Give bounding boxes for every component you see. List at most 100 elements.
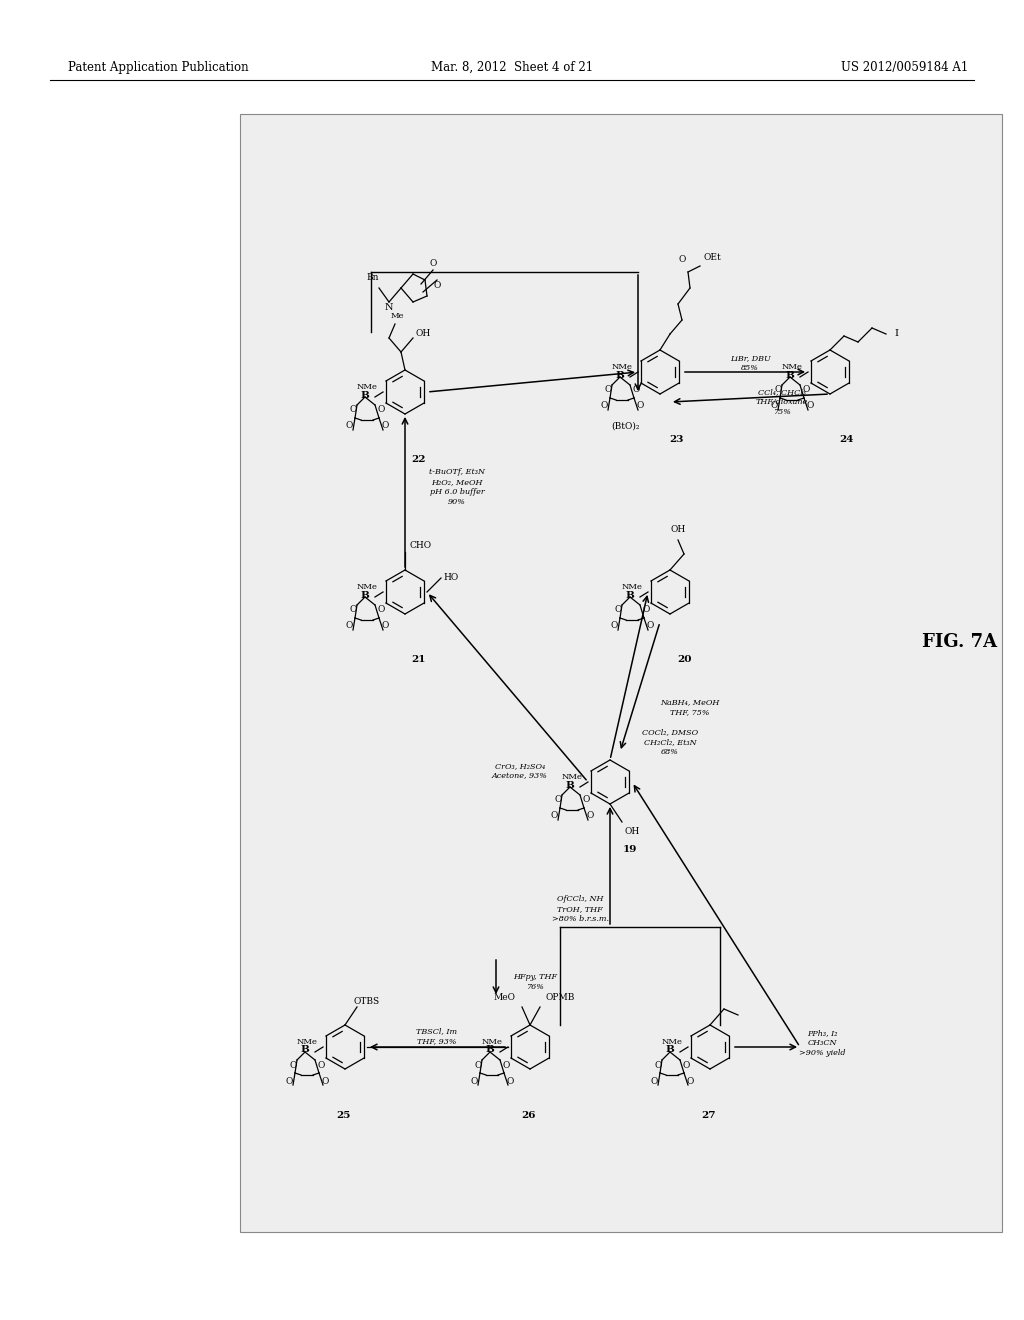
Text: O: O (349, 606, 356, 615)
Text: O: O (646, 622, 653, 631)
Text: (BtO)₂: (BtO)₂ (611, 421, 640, 430)
Text: B: B (615, 371, 625, 380)
Text: O: O (610, 622, 617, 631)
Text: B: B (785, 371, 795, 380)
Text: 22: 22 (412, 455, 426, 465)
Text: B: B (360, 590, 370, 599)
Text: O: O (550, 812, 558, 821)
Text: NMe: NMe (612, 363, 633, 371)
Text: 27: 27 (700, 1110, 715, 1119)
Text: O: O (503, 1060, 510, 1069)
Text: CH₃CN: CH₃CN (807, 1039, 837, 1047)
Text: NaBH₄, MeOH: NaBH₄, MeOH (660, 698, 720, 706)
Text: NMe: NMe (662, 1038, 683, 1045)
Text: OfCCl₃, NH: OfCCl₃, NH (557, 895, 603, 903)
Text: O: O (600, 401, 607, 411)
Text: >90% yield: >90% yield (799, 1049, 845, 1057)
Text: 75%: 75% (773, 408, 791, 416)
Text: NMe: NMe (782, 363, 803, 371)
Text: OEt: OEt (703, 253, 721, 263)
Text: 23: 23 (669, 436, 683, 445)
Text: FIG. 7A: FIG. 7A (923, 634, 997, 651)
Text: O: O (290, 1060, 297, 1069)
Text: O: O (614, 606, 622, 615)
Text: t-BuOTf, Et₃N: t-BuOTf, Et₃N (429, 469, 485, 477)
Text: OH: OH (625, 828, 640, 837)
Text: CCl₄, CHCl₃: CCl₄, CHCl₃ (758, 388, 806, 396)
Text: O: O (345, 421, 352, 430)
Text: O: O (317, 1060, 325, 1069)
Text: HO: HO (443, 573, 459, 582)
Text: N: N (385, 302, 393, 312)
Text: O: O (803, 385, 810, 395)
Text: THF, 93%: THF, 93% (417, 1038, 457, 1045)
Text: 24: 24 (839, 436, 853, 445)
Text: Me: Me (390, 312, 403, 319)
Text: B: B (360, 391, 370, 400)
Text: OH: OH (416, 330, 431, 338)
Text: O: O (654, 1060, 662, 1069)
Text: 25: 25 (336, 1110, 350, 1119)
Text: NMe: NMe (357, 583, 378, 591)
Text: O: O (433, 281, 440, 290)
Text: LiBr, DBU: LiBr, DBU (730, 354, 770, 362)
Text: B: B (485, 1045, 495, 1055)
Text: PPh₃, I₂: PPh₃, I₂ (807, 1030, 838, 1038)
Text: THF/dioxane: THF/dioxane (756, 399, 808, 407)
Text: TBSCl, Im: TBSCl, Im (417, 1027, 458, 1035)
Text: O: O (806, 401, 814, 411)
Text: CHO: CHO (410, 541, 432, 550)
Text: HFpy, THF: HFpy, THF (513, 973, 557, 981)
Text: O: O (587, 812, 594, 821)
Text: >80% b.r.s.m.: >80% b.r.s.m. (552, 915, 608, 923)
Text: O: O (349, 405, 356, 414)
Text: COCl₂, DMSO: COCl₂, DMSO (642, 729, 698, 737)
Text: O: O (381, 622, 389, 631)
Text: O: O (506, 1077, 514, 1085)
Text: H₂O₂, MeOH: H₂O₂, MeOH (431, 478, 482, 486)
Text: O: O (286, 1077, 293, 1085)
Text: O: O (429, 260, 436, 268)
Text: O: O (682, 1060, 690, 1069)
Text: O: O (470, 1077, 477, 1085)
Text: B: B (565, 780, 574, 789)
Text: Mar. 8, 2012  Sheet 4 of 21: Mar. 8, 2012 Sheet 4 of 21 (431, 61, 593, 74)
Text: OH: OH (671, 525, 686, 535)
Text: 68%: 68% (662, 748, 679, 756)
Text: O: O (322, 1077, 329, 1085)
Text: I: I (894, 330, 898, 338)
Text: O: O (377, 606, 385, 615)
Text: O: O (642, 606, 649, 615)
Text: O: O (377, 405, 385, 414)
Text: O: O (770, 401, 777, 411)
Text: B: B (666, 1045, 675, 1055)
Text: 20: 20 (677, 656, 691, 664)
Text: O: O (678, 256, 686, 264)
Text: 85%: 85% (741, 364, 759, 372)
Text: CH₂Cl₂, Et₃N: CH₂Cl₂, Et₃N (644, 738, 696, 746)
Text: THF, 75%: THF, 75% (671, 708, 710, 715)
Text: Bn: Bn (367, 273, 379, 282)
Text: NMe: NMe (482, 1038, 503, 1045)
Text: pH 6.0 buffer: pH 6.0 buffer (430, 488, 484, 496)
Text: O: O (604, 385, 611, 395)
Text: B: B (626, 590, 635, 599)
Text: TrOH, THF: TrOH, THF (557, 906, 603, 913)
Text: O: O (474, 1060, 481, 1069)
Text: O: O (583, 796, 590, 804)
Text: B: B (301, 1045, 309, 1055)
Text: 26: 26 (521, 1110, 536, 1119)
Text: NMe: NMe (622, 583, 643, 591)
Text: O: O (650, 1077, 657, 1085)
Bar (240, 114, 1002, 1232)
Text: O: O (686, 1077, 693, 1085)
Text: O: O (554, 796, 562, 804)
Text: US 2012/0059184 A1: US 2012/0059184 A1 (841, 61, 968, 74)
Text: Acetone, 93%: Acetone, 93% (493, 772, 548, 780)
Text: NMe: NMe (562, 774, 583, 781)
Text: CrO₃, H₂SO₄: CrO₃, H₂SO₄ (495, 762, 545, 770)
Text: O: O (632, 385, 640, 395)
Text: OTBS: OTBS (354, 997, 380, 1006)
Text: NMe: NMe (297, 1038, 317, 1045)
Text: O: O (774, 385, 781, 395)
